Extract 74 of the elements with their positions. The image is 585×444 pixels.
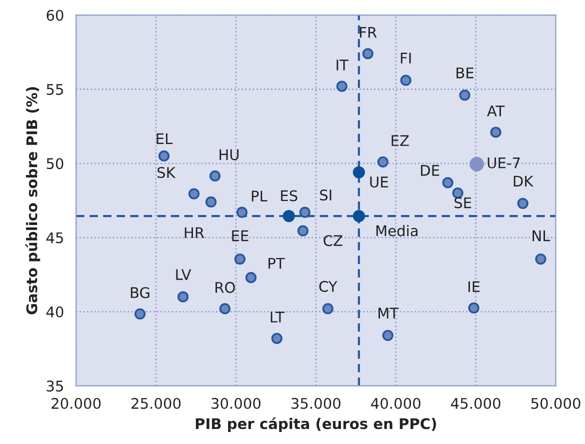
annotation: UE-7 bbox=[488, 158, 520, 168]
point bbox=[236, 206, 248, 218]
annotation: ES bbox=[281, 190, 298, 202]
annotation: PL bbox=[252, 190, 268, 202]
point bbox=[442, 177, 454, 188]
point bbox=[209, 170, 221, 182]
annotation: PT bbox=[268, 258, 285, 269]
point bbox=[299, 206, 310, 218]
point bbox=[322, 303, 334, 314]
point bbox=[245, 272, 257, 284]
annotation: CZ bbox=[324, 235, 342, 246]
annotation: IT bbox=[336, 60, 349, 70]
annotation: CY bbox=[319, 280, 338, 292]
x-tick-label: 45.000 bbox=[451, 398, 500, 409]
point bbox=[382, 330, 394, 341]
point bbox=[219, 303, 230, 314]
annotation: DK bbox=[514, 176, 534, 186]
x-axis-title: PIB per cápita (euros en PPC) bbox=[196, 417, 436, 432]
point bbox=[205, 196, 217, 208]
y-tick-label: 45 bbox=[46, 232, 63, 244]
x-tick-label: 50.000 bbox=[531, 398, 580, 409]
point bbox=[517, 198, 528, 209]
point bbox=[352, 166, 365, 178]
annotation: LV bbox=[176, 269, 192, 280]
point bbox=[282, 210, 295, 222]
point bbox=[336, 80, 348, 92]
point bbox=[134, 308, 146, 320]
annotation: LT bbox=[270, 312, 284, 322]
point bbox=[271, 332, 282, 344]
y-tick-label: 60 bbox=[46, 10, 64, 21]
point bbox=[158, 150, 170, 162]
point bbox=[535, 253, 546, 265]
annotation: HR bbox=[184, 227, 204, 238]
annotation: SK bbox=[158, 166, 176, 178]
annotation: HU bbox=[220, 149, 239, 160]
x-tick-label: 30.000 bbox=[212, 398, 260, 409]
point bbox=[377, 156, 388, 168]
annotation: UE bbox=[370, 176, 388, 188]
point bbox=[459, 90, 470, 101]
point bbox=[297, 225, 309, 236]
point bbox=[400, 74, 412, 86]
x-tick-label: 35.000 bbox=[292, 398, 340, 409]
y-tick-label: 55 bbox=[46, 84, 63, 95]
annotation: FI bbox=[400, 52, 411, 64]
annotation: BE bbox=[456, 68, 474, 78]
annotation: FR bbox=[360, 27, 377, 38]
y-tick-label: 40 bbox=[46, 306, 64, 318]
annotation: NL bbox=[532, 230, 550, 242]
point bbox=[469, 156, 484, 172]
y-tick-label: 35 bbox=[46, 380, 63, 392]
annotation: SI bbox=[320, 190, 332, 201]
annotation: BG bbox=[130, 287, 150, 298]
point bbox=[188, 188, 200, 200]
point bbox=[490, 126, 502, 138]
y-axis-title: Gasto público sobre PIB (%) bbox=[25, 87, 40, 314]
annotation: Media bbox=[376, 224, 418, 236]
x-tick-label: 20.000 bbox=[52, 398, 101, 409]
annotation: DE bbox=[421, 165, 440, 176]
annotation: EE bbox=[232, 230, 248, 242]
x-tick-label: 25.000 bbox=[132, 398, 181, 409]
annotation: AT bbox=[487, 106, 505, 116]
y-tick-label: 50 bbox=[46, 158, 64, 170]
x-tick-label: 40.000 bbox=[371, 398, 420, 409]
annotation: EZ bbox=[392, 135, 409, 146]
annotation: EL bbox=[156, 133, 173, 144]
annotation: MT bbox=[378, 308, 399, 318]
annotation: IE bbox=[468, 281, 480, 292]
annotation: SE bbox=[454, 197, 472, 208]
point bbox=[468, 302, 480, 314]
annotation: RO bbox=[216, 282, 235, 293]
point bbox=[177, 291, 189, 302]
point bbox=[234, 253, 246, 265]
point bbox=[362, 48, 374, 60]
point bbox=[352, 210, 365, 222]
